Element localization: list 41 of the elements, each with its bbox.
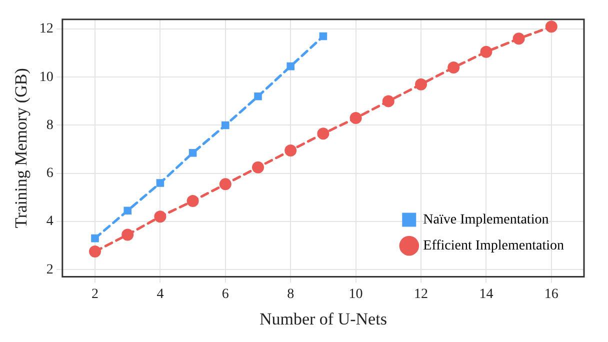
point — [252, 161, 264, 174]
point — [186, 195, 199, 208]
x-tick-label: 2 — [92, 286, 98, 302]
point — [284, 144, 297, 157]
point — [415, 78, 427, 90]
point — [350, 112, 362, 124]
point — [254, 92, 262, 100]
y-tick-label: 4 — [46, 214, 54, 230]
point — [222, 121, 230, 130]
legend-label: Naïve Implementation — [423, 212, 549, 228]
point — [448, 62, 460, 74]
x-tick-label: 14 — [479, 286, 494, 302]
point — [154, 210, 166, 223]
y-tick-label: 8 — [46, 118, 54, 133]
point — [319, 32, 328, 40]
y-tick-label: 6 — [46, 166, 54, 182]
x-tick-label: 6 — [222, 286, 229, 302]
x-tick-label: 8 — [287, 286, 294, 302]
point — [188, 149, 197, 157]
x-tick-label: 16 — [544, 286, 558, 302]
point — [512, 32, 525, 45]
point — [156, 179, 164, 187]
point — [545, 20, 558, 33]
point — [219, 178, 232, 190]
point — [122, 228, 134, 241]
point — [91, 234, 99, 242]
x-tick-label: 4 — [156, 286, 164, 302]
y-tick-label: 10 — [39, 70, 54, 85]
x-tick-label: 12 — [414, 286, 428, 302]
legend-label: Efficient Implementation — [423, 238, 564, 254]
point — [382, 95, 394, 108]
y-tick-label: 2 — [46, 262, 54, 278]
point — [124, 206, 132, 215]
y-tick-label: 12 — [39, 22, 54, 37]
x-tick-label: 10 — [348, 286, 363, 302]
x-axis-title: Number of U-Nets — [259, 309, 387, 328]
point — [480, 46, 492, 58]
point — [317, 128, 330, 140]
point — [89, 246, 101, 258]
y-axis-title: Training Memory (GB) — [12, 68, 31, 228]
point — [286, 62, 294, 70]
